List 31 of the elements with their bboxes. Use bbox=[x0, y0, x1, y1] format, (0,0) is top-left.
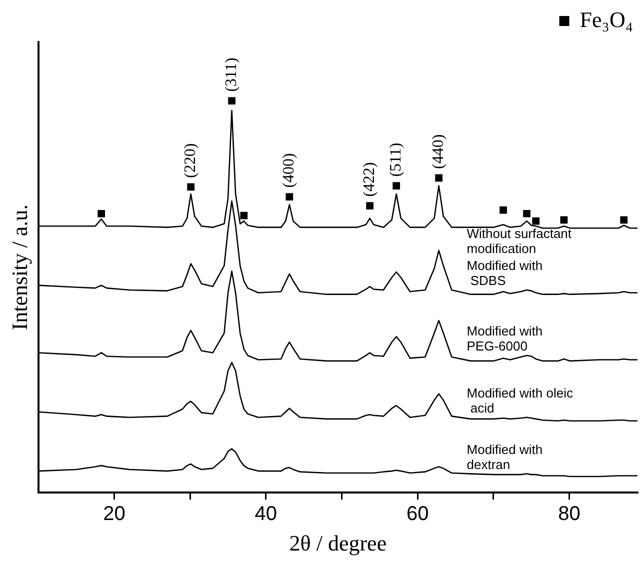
point bbox=[500, 206, 507, 214]
series-label: Modified with PEG-6000 bbox=[466, 323, 543, 354]
point bbox=[187, 183, 195, 191]
point bbox=[523, 210, 530, 218]
annotation: (220) bbox=[182, 143, 200, 178]
point bbox=[366, 202, 374, 210]
point bbox=[560, 216, 568, 224]
annotation: (511) bbox=[388, 142, 405, 177]
legend-label: Fe₃O₄ bbox=[580, 6, 634, 32]
point bbox=[98, 210, 106, 218]
x-tick-label: 60 bbox=[406, 503, 429, 526]
annotation: (311) bbox=[222, 58, 240, 92]
x-tick-label: 20 bbox=[103, 503, 126, 526]
annotation: (400) bbox=[280, 153, 298, 188]
point bbox=[620, 216, 628, 224]
point bbox=[532, 217, 540, 225]
series-label: Without surfactant modification bbox=[466, 226, 572, 256]
point bbox=[286, 193, 294, 200]
point bbox=[228, 97, 236, 104]
series-label: Modified with oleic acid bbox=[466, 385, 574, 416]
annotation: (422) bbox=[361, 162, 378, 197]
x-axis-title: 2θ / degree bbox=[289, 530, 387, 556]
x-tick-label: 80 bbox=[558, 503, 580, 526]
point bbox=[392, 182, 400, 190]
annotation: (440) bbox=[430, 134, 448, 169]
point bbox=[435, 174, 442, 182]
series-label: Modified with SDBS bbox=[466, 258, 543, 288]
series-label: Modified with dextran bbox=[466, 442, 543, 472]
x-tick-label: 40 bbox=[254, 503, 278, 526]
point bbox=[240, 212, 248, 220]
y-axis-title: Intensity / a.u. bbox=[6, 204, 32, 330]
